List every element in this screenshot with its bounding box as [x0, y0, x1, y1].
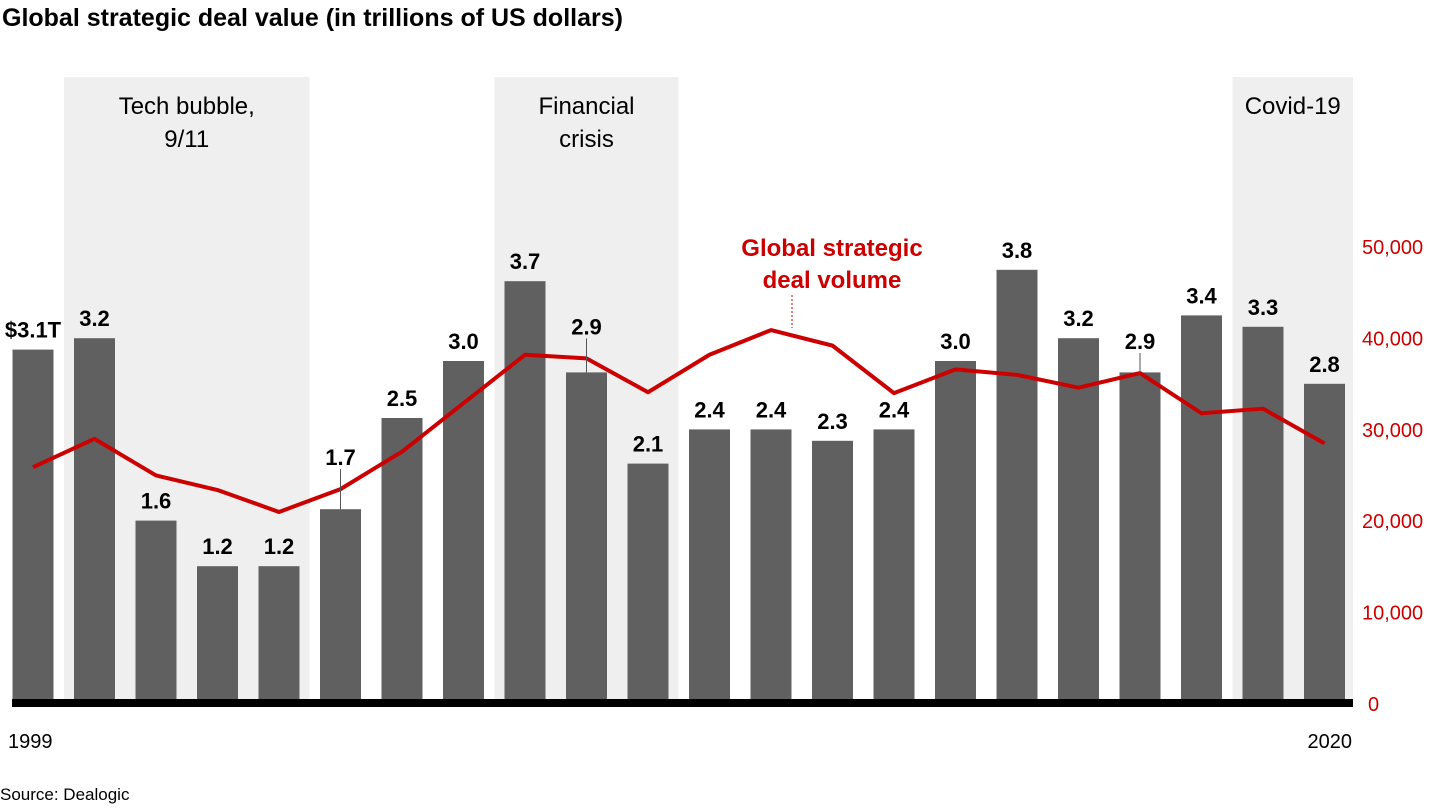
bar-2019 — [1242, 326, 1284, 703]
volume-line — [32, 328, 1326, 514]
shaded-period-label: 9/11 — [164, 126, 209, 153]
bar-2010 — [689, 429, 730, 703]
bar-2009 — [627, 463, 669, 703]
x-tick-label: 2020 — [1308, 731, 1353, 753]
shaded-period-label: Tech bubble, — [119, 93, 255, 120]
shaded-period-label: Covid-19 — [1245, 93, 1341, 120]
bar-value-label: 3.0 — [940, 329, 971, 354]
bar-2004 — [320, 509, 361, 703]
shaded-period-label: Financial — [538, 93, 634, 120]
bar-value-label: 3.4 — [1186, 283, 1217, 308]
y2-tick-label: 40,000 — [1362, 328, 1423, 350]
source-note: Source: Dealogic — [0, 785, 130, 804]
bar-value-label: 3.8 — [1002, 238, 1033, 263]
bar-2001 — [135, 520, 177, 703]
bar-2007 — [504, 281, 546, 703]
bar-value-label: 1.2 — [202, 534, 233, 559]
bar-2017 — [1119, 372, 1161, 703]
bar-value-label: 2.5 — [387, 386, 418, 411]
bar-2005 — [381, 418, 423, 703]
bar-2011 — [750, 429, 792, 703]
bar-1999 — [12, 349, 54, 703]
volume-series-label: Global strategic — [741, 235, 922, 262]
bar-value-label: 2.4 — [756, 397, 787, 422]
shaded-period-label: crisis — [559, 126, 614, 153]
bar-value-label: 3.2 — [1063, 306, 1094, 331]
bar-value-label: 1.6 — [141, 489, 172, 514]
y2-tick-label: 50,000 — [1362, 237, 1423, 259]
bar-value-label: 2.4 — [879, 397, 910, 422]
bar-2015 — [996, 269, 1038, 703]
bar-value-label: 2.3 — [817, 409, 848, 434]
y2-tick-label: 10,000 — [1362, 603, 1423, 625]
bar-2013 — [873, 429, 915, 703]
bar-2002 — [197, 566, 238, 703]
bar-value-label: $3.1T — [5, 318, 62, 343]
bar-value-label: 2.9 — [571, 314, 602, 339]
bar-2000 — [74, 338, 115, 703]
bar-value-label: 2.4 — [694, 397, 725, 422]
bar-2018 — [1181, 315, 1222, 703]
y2-tick-label: 20,000 — [1362, 511, 1423, 533]
bar-value-label: 2.8 — [1309, 352, 1340, 377]
bar-2006 — [443, 361, 484, 703]
x-axis-line — [12, 699, 1353, 707]
bar-value-label: 1.7 — [325, 445, 356, 470]
bar-2008 — [566, 372, 607, 703]
y2-tick-label: 30,000 — [1362, 420, 1423, 442]
bar-2003 — [258, 566, 300, 703]
volume-series-label: deal volume — [763, 267, 902, 294]
y2-tick-label: 0 — [1368, 694, 1379, 716]
bar-value-label: 2.9 — [1125, 329, 1156, 354]
bar-value-label: 3.3 — [1248, 295, 1279, 320]
bar-value-label: 3.7 — [510, 249, 541, 274]
x-tick-label: 1999 — [8, 731, 53, 753]
bar-value-label: 3.2 — [79, 306, 110, 331]
bar-2012 — [812, 440, 853, 703]
chart-title: Global strategic deal value (in trillion… — [2, 4, 623, 32]
bar-value-label: 1.2 — [264, 534, 295, 559]
bar-2016 — [1058, 338, 1099, 703]
bar-2014 — [935, 361, 976, 703]
bar-value-label: 2.1 — [633, 432, 664, 457]
bar-value-label: 3.0 — [448, 329, 479, 354]
bar-2020 — [1304, 383, 1345, 703]
